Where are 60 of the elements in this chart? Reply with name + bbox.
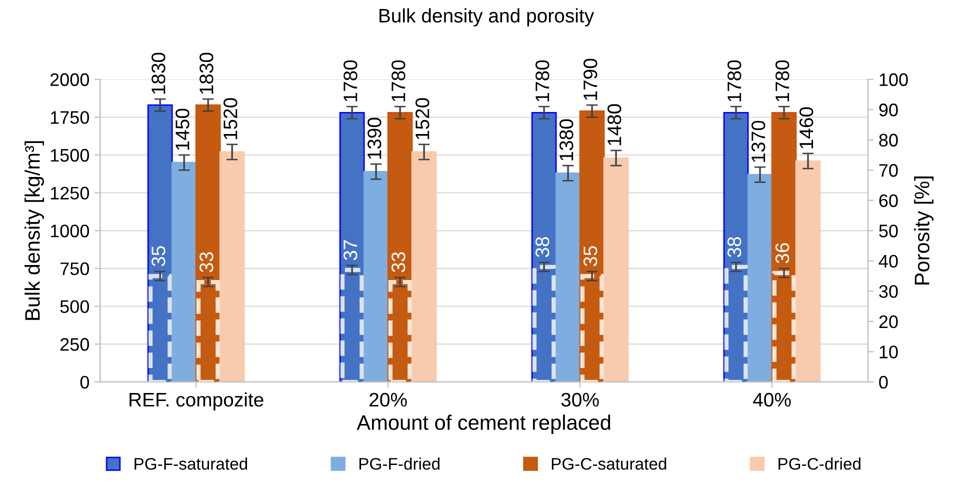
data-label: 33 bbox=[200, 252, 214, 272]
data-label: 1780 bbox=[775, 60, 790, 102]
x-axis-title: Amount of cement replaced bbox=[356, 414, 610, 434]
bar bbox=[603, 157, 629, 382]
y2-tick-label: 50 bbox=[879, 224, 898, 238]
y2-tick-label: 20 bbox=[879, 315, 898, 328]
data-label: 1520 bbox=[224, 98, 238, 140]
data-label: 38 bbox=[727, 237, 742, 258]
y-tick-label: 500 bbox=[60, 300, 89, 313]
data-label: 1390 bbox=[368, 118, 382, 159]
y-tick-label: 1250 bbox=[50, 186, 89, 200]
y2-tick-label: 70 bbox=[879, 164, 898, 177]
data-label: 1450 bbox=[176, 108, 190, 150]
data-label: 1780 bbox=[392, 60, 406, 102]
x-tick-label: 40% bbox=[753, 392, 791, 407]
y-tick-label: 1750 bbox=[50, 111, 89, 124]
x-tick-label: 30% bbox=[561, 392, 599, 407]
data-label: 36 bbox=[775, 243, 790, 264]
data-label: 1790 bbox=[583, 58, 598, 100]
y2-tick-label: 0 bbox=[879, 376, 888, 389]
bar bbox=[171, 162, 197, 382]
y2-tick-label: 30 bbox=[879, 285, 898, 298]
y-tick-label: 1000 bbox=[50, 224, 89, 238]
y2-tick-label: 90 bbox=[879, 104, 898, 116]
legend-label: PG-F-dried bbox=[359, 458, 440, 470]
y2-tick-label: 40 bbox=[878, 254, 898, 268]
legend-label: PG-C-dried bbox=[778, 458, 860, 470]
y2-tick-label: 100 bbox=[880, 73, 908, 86]
y-tick-label: 0 bbox=[80, 376, 89, 389]
data-label: 1460 bbox=[799, 107, 814, 148]
y-tick-label: 2000 bbox=[50, 73, 89, 86]
data-label: 35 bbox=[152, 246, 166, 266]
y-tick-label: 250 bbox=[60, 338, 89, 351]
legend-label: PG-F-saturated bbox=[134, 458, 248, 470]
x-tick-label: 20% bbox=[370, 392, 407, 407]
x-tick-label: REF. compozite bbox=[130, 392, 264, 410]
y2-tick-label: 80 bbox=[879, 134, 898, 147]
data-label: 37 bbox=[344, 240, 358, 260]
data-label: 35 bbox=[583, 246, 598, 266]
y-axis-title: Bulk density [kg/m³] bbox=[24, 141, 44, 320]
data-label: 1780 bbox=[535, 60, 550, 102]
bar bbox=[219, 151, 245, 382]
data-label: 33 bbox=[392, 252, 406, 272]
y2-tick-label: 60 bbox=[879, 194, 898, 208]
bar bbox=[411, 151, 437, 382]
y-tick-label: 1500 bbox=[50, 148, 89, 162]
chart-title: Bulk density and porosity bbox=[380, 8, 594, 26]
y2-axis-title: Porosity [%] bbox=[914, 176, 934, 284]
y-tick-label: 750 bbox=[60, 262, 89, 276]
data-label: 1480 bbox=[607, 104, 622, 146]
data-label: 1780 bbox=[727, 60, 742, 102]
data-label: 1830 bbox=[200, 52, 214, 94]
data-label: 1780 bbox=[344, 60, 358, 102]
data-label: 1520 bbox=[416, 98, 430, 140]
data-label: 1830 bbox=[152, 52, 166, 94]
data-label: 38 bbox=[535, 237, 550, 258]
data-label: 1370 bbox=[751, 120, 766, 162]
y2-tick-label: 10 bbox=[880, 346, 898, 358]
legend-label: PG-C-saturated bbox=[552, 458, 666, 470]
data-label: 1380 bbox=[559, 119, 574, 160]
